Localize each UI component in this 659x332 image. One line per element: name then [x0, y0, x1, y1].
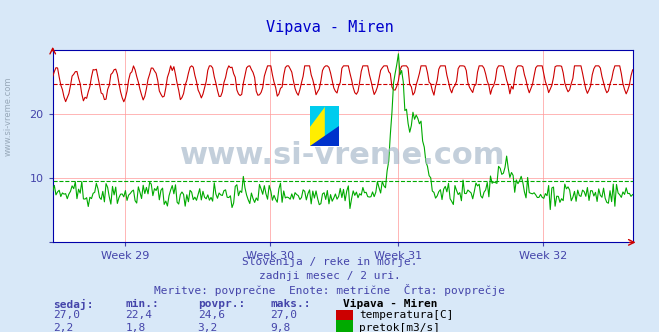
Text: 22,4: 22,4: [125, 310, 152, 320]
Text: povpr.:: povpr.:: [198, 299, 245, 309]
Text: 2,2: 2,2: [53, 323, 73, 332]
Text: 3,2: 3,2: [198, 323, 218, 332]
Bar: [310, 106, 325, 146]
Text: maks.:: maks.:: [270, 299, 310, 309]
Text: Vipava - Miren: Vipava - Miren: [343, 299, 437, 309]
Text: 27,0: 27,0: [53, 310, 80, 320]
Text: www.si-vreme.com: www.si-vreme.com: [180, 141, 505, 170]
Text: sedaj:: sedaj:: [53, 299, 93, 310]
Text: zadnji mesec / 2 uri.: zadnji mesec / 2 uri.: [258, 271, 401, 281]
Text: min.:: min.:: [125, 299, 159, 309]
Text: 24,6: 24,6: [198, 310, 225, 320]
Text: www.si-vreme.com: www.si-vreme.com: [3, 76, 13, 156]
Polygon shape: [310, 106, 325, 126]
Text: Meritve: povprečne  Enote: metrične  Črta: povprečje: Meritve: povprečne Enote: metrične Črta:…: [154, 284, 505, 296]
Text: Vipava - Miren: Vipava - Miren: [266, 20, 393, 35]
Text: Slovenija / reke in morje.: Slovenija / reke in morje.: [242, 257, 417, 267]
Bar: [325, 106, 339, 146]
Polygon shape: [310, 126, 339, 146]
Text: temperatura[C]: temperatura[C]: [359, 310, 453, 320]
Text: pretok[m3/s]: pretok[m3/s]: [359, 323, 440, 332]
Text: 9,8: 9,8: [270, 323, 291, 332]
Text: 1,8: 1,8: [125, 323, 146, 332]
Text: 27,0: 27,0: [270, 310, 297, 320]
